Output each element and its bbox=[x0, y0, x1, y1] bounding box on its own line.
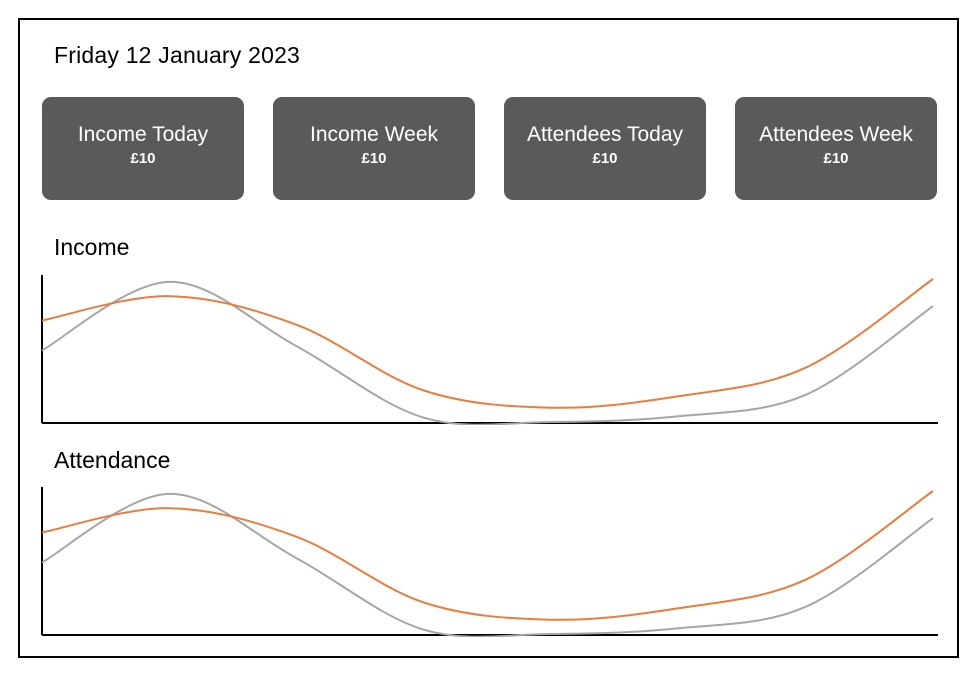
income-section-title: Income bbox=[54, 234, 130, 260]
card-title: Attendees Week bbox=[759, 123, 913, 146]
income-series-orange-line bbox=[41, 278, 934, 409]
page-date: Friday 12 January 2023 bbox=[54, 42, 301, 68]
attendance-series-grey-line bbox=[41, 492, 934, 637]
attendance-series-orange-line bbox=[41, 490, 934, 621]
income-chart-svg bbox=[41, 275, 938, 425]
income-chart bbox=[40, 275, 938, 425]
card-income-today[interactable]: Income Today £10 bbox=[42, 97, 244, 200]
card-attendees-week[interactable]: Attendees Week £10 bbox=[735, 97, 937, 200]
attendance-chart-svg bbox=[41, 487, 938, 637]
card-value: £10 bbox=[592, 150, 618, 167]
card-income-week[interactable]: Income Week £10 bbox=[273, 97, 475, 200]
card-value: £10 bbox=[361, 150, 387, 167]
attendance-chart bbox=[40, 487, 938, 637]
card-title: Attendees Today bbox=[526, 123, 684, 146]
attendance-section-title: Attendance bbox=[54, 447, 171, 473]
card-title: Income Week bbox=[310, 123, 438, 146]
income-series-grey-line bbox=[41, 280, 934, 425]
kpi-cards: Income Today £10 Income Week £10 Attende… bbox=[42, 97, 939, 200]
card-value: £10 bbox=[130, 150, 156, 167]
card-value: £10 bbox=[823, 150, 849, 167]
card-attendees-today[interactable]: Attendees Today £10 bbox=[504, 97, 706, 200]
dashboard-frame: Friday 12 January 2023 Income Today £10 … bbox=[18, 18, 959, 658]
card-title: Income Today bbox=[77, 123, 209, 146]
